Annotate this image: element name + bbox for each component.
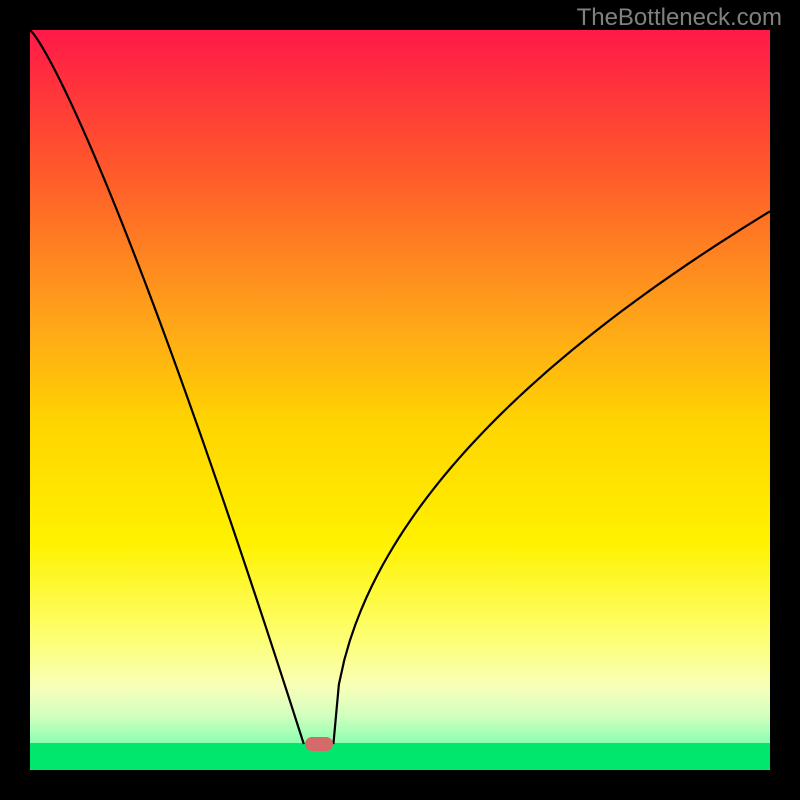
watermark-text: TheBottleneck.com [577,4,782,32]
plot-frame [30,30,770,770]
